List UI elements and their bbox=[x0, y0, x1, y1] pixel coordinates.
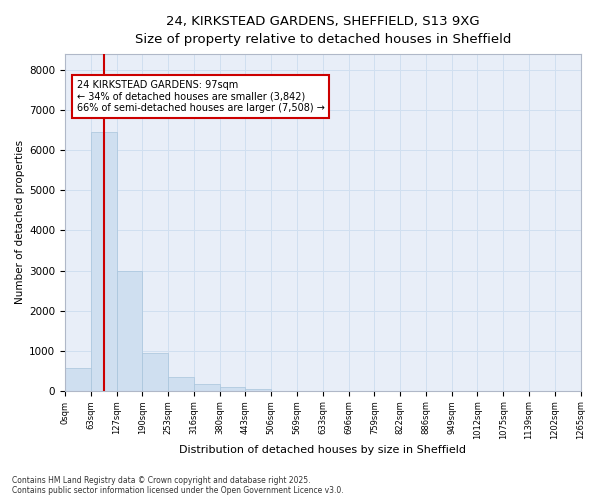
Text: 24 KIRKSTEAD GARDENS: 97sqm
← 34% of detached houses are smaller (3,842)
66% of : 24 KIRKSTEAD GARDENS: 97sqm ← 34% of det… bbox=[77, 80, 325, 114]
Title: 24, KIRKSTEAD GARDENS, SHEFFIELD, S13 9XG
Size of property relative to detached : 24, KIRKSTEAD GARDENS, SHEFFIELD, S13 9X… bbox=[134, 15, 511, 46]
Text: Contains HM Land Registry data © Crown copyright and database right 2025.
Contai: Contains HM Land Registry data © Crown c… bbox=[12, 476, 344, 495]
Bar bbox=[91, 132, 116, 390]
Bar bbox=[245, 388, 271, 390]
Bar bbox=[168, 376, 194, 390]
Bar bbox=[65, 368, 91, 390]
X-axis label: Distribution of detached houses by size in Sheffield: Distribution of detached houses by size … bbox=[179, 445, 466, 455]
Bar bbox=[194, 384, 220, 390]
Bar bbox=[142, 352, 168, 391]
Y-axis label: Number of detached properties: Number of detached properties bbox=[15, 140, 25, 304]
Bar bbox=[220, 387, 245, 390]
Bar bbox=[116, 272, 142, 390]
